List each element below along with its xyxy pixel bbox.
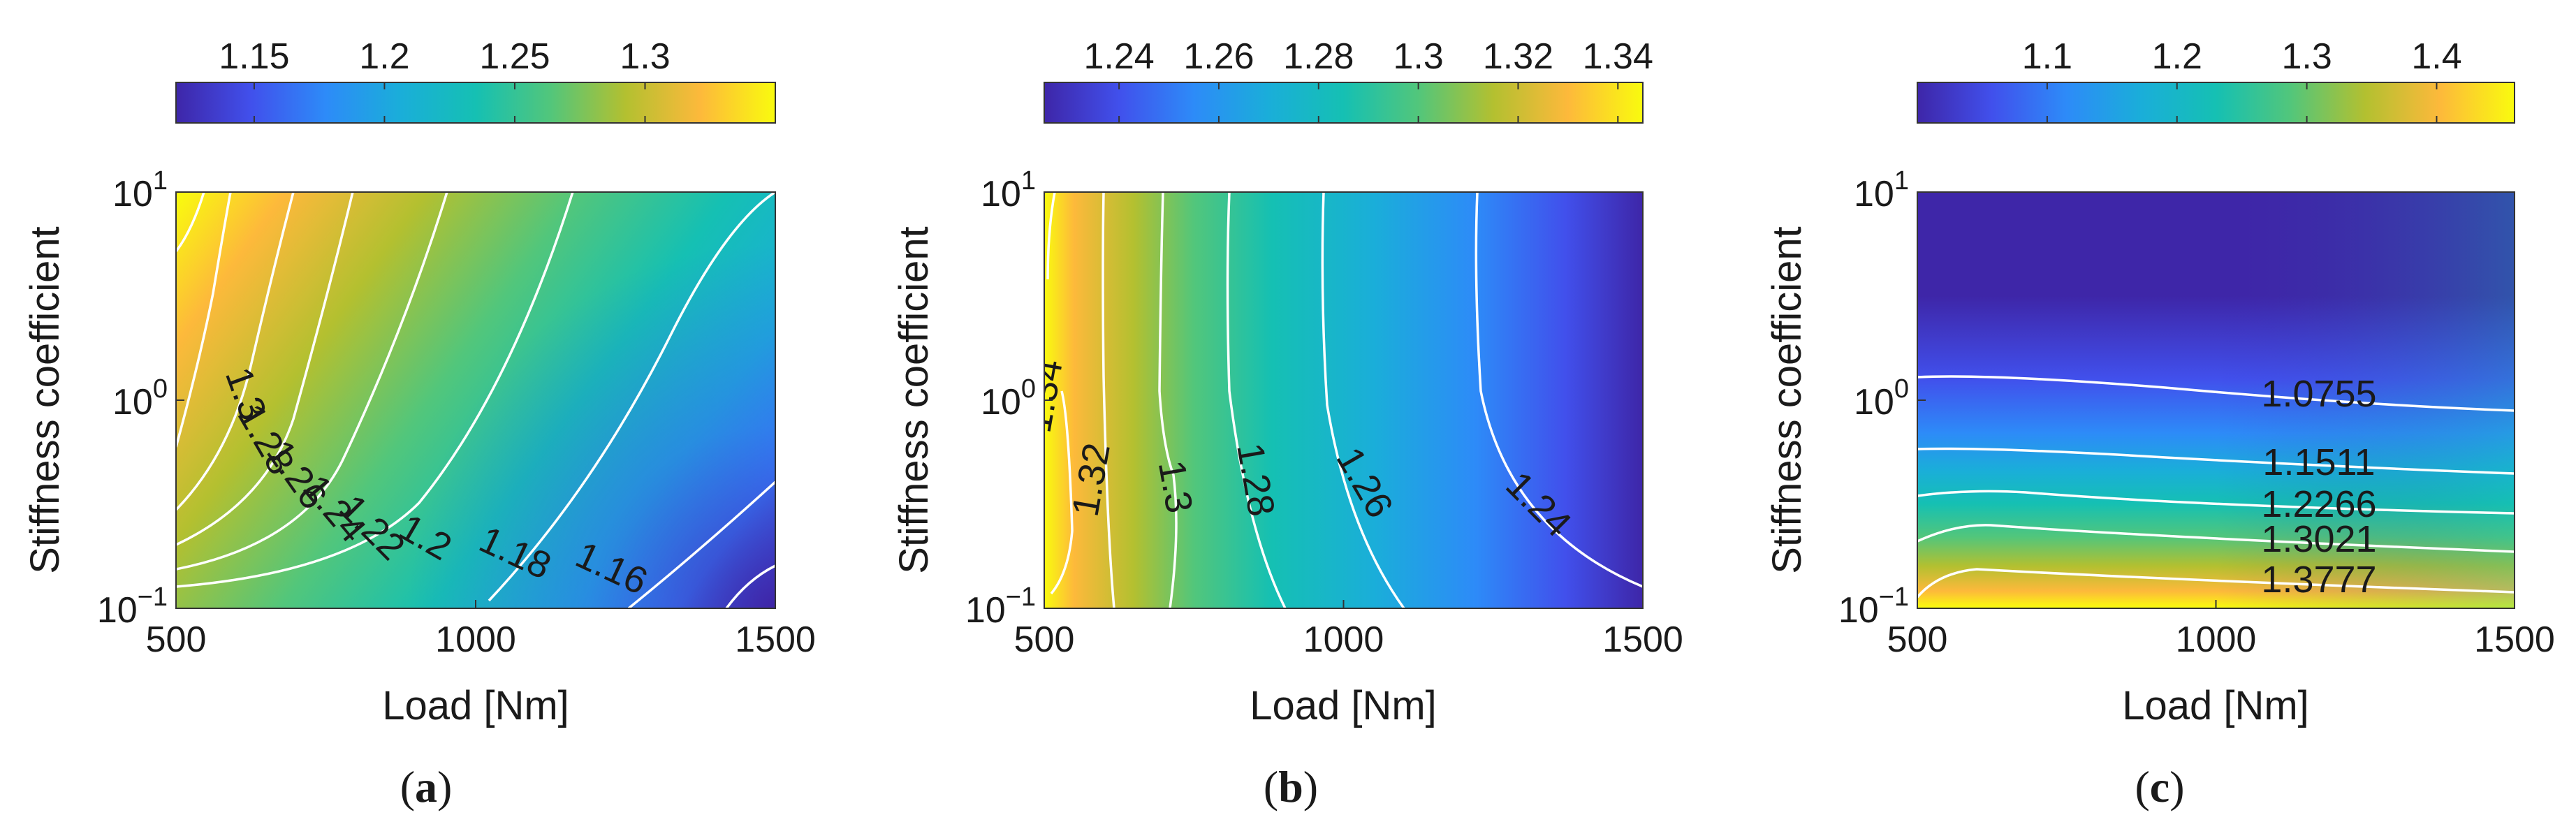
contour-label: 1.3021 xyxy=(2261,518,2376,560)
colorbar-tick-label: 1.3 xyxy=(620,36,670,77)
heatmap-a: 1.31.281.261.241.221.2 1.18 1.16 xyxy=(176,192,775,608)
x-axis-label-c: Load [Nm] xyxy=(2122,683,2309,728)
colorbar-c xyxy=(1917,82,2515,124)
x-tick-label: 1500 xyxy=(735,619,816,660)
contour-line xyxy=(176,192,448,571)
y-tick-label: 101 xyxy=(981,166,1036,214)
contour-line xyxy=(176,192,574,588)
y-axis-label-b: Stiffness coefficient xyxy=(891,226,937,574)
contour-label: 1.2266 xyxy=(2261,483,2376,525)
y-tick-label: 101 xyxy=(112,166,168,214)
contour-line xyxy=(627,480,775,608)
y-tick-label: 10−1 xyxy=(1838,582,1909,631)
contour-line xyxy=(1917,447,2515,475)
y-tick-label: 10−1 xyxy=(97,582,168,631)
x-tick-label: 500 xyxy=(146,619,207,660)
x-ticks-b: 500 1000 1500 xyxy=(1014,600,1683,660)
contour-line xyxy=(1321,192,1405,608)
colorbar-tick-label: 1.24 xyxy=(1084,36,1155,77)
x-tick-label: 500 xyxy=(1014,619,1075,660)
contour-line xyxy=(1474,192,1643,588)
colorbar-tick-label: 1.2 xyxy=(2152,36,2202,77)
y-ticks-c: 10−1 100 101 xyxy=(1838,166,1926,631)
x-ticks-a: 500 1000 1500 xyxy=(146,600,816,660)
contour-line xyxy=(176,192,295,511)
heatmap-field-b xyxy=(1044,192,1643,608)
panel-a: 1.15 1.2 1.25 1.3 1.31.281.261.241.221.2 1.1… xyxy=(22,36,816,812)
colorbar-tick-label: 1.32 xyxy=(1483,36,1553,77)
contour-line xyxy=(1102,192,1115,608)
colorbar-tick-label: 1.4 xyxy=(2411,36,2461,77)
contour-line xyxy=(1917,524,2515,553)
contour-lines-a xyxy=(176,192,775,608)
contour-label: 1.0755 xyxy=(2261,373,2376,415)
colorbar-tick-label: 1.25 xyxy=(479,36,550,77)
y-tick-label: 101 xyxy=(1854,166,1909,214)
contour-line xyxy=(176,192,354,546)
x-axis-label-a: Load [Nm] xyxy=(382,683,569,728)
contour-label: 1.3777 xyxy=(2261,559,2376,601)
colorbar-tick-label: 1.1 xyxy=(2022,36,2072,77)
contour-line xyxy=(725,564,775,608)
contour-line xyxy=(1050,390,1074,595)
heatmap-b: 1.341.32 1.3 1.28 1.26 1.24 xyxy=(1044,192,1643,608)
colorbar-a xyxy=(175,82,776,124)
x-ticks-c: 500 1000 1500 xyxy=(1887,600,2555,660)
x-tick-label: 1000 xyxy=(2176,619,2257,660)
y-tick-label: 100 xyxy=(981,374,1036,423)
panel-label-c: (c) xyxy=(2135,762,2184,812)
y-ticks-b: 10−1 100 101 xyxy=(965,166,1053,631)
colorbar-tick-label: 1.3 xyxy=(1393,36,1443,77)
y-axis-label-a: Stiffness coefficient xyxy=(22,226,68,574)
colorbar-ticks-c: 1.1 1.2 1.3 1.4 xyxy=(2022,36,2462,123)
y-tick-label: 100 xyxy=(1854,374,1909,423)
y-axis-label-c: Stiffness coefficient xyxy=(1764,226,1810,574)
contour-line xyxy=(1046,192,1056,280)
heatmap-fade-c xyxy=(1917,192,2515,608)
colorbar-ticks-b: 1.24 1.26 1.28 1.3 1.32 1.34 xyxy=(1084,36,1653,123)
colorbar-tick-label: 1.2 xyxy=(359,36,409,77)
contour-lines-c xyxy=(1917,375,2515,599)
contour-label: 1.3 xyxy=(1150,457,1201,516)
panel-label-b: (b) xyxy=(1264,762,1318,812)
y-tick-label: 10−1 xyxy=(965,582,1036,631)
contour-line xyxy=(1226,192,1287,608)
panel-c: 1.1 1.2 1.3 1.4 1.0755 1.15111.22661.30211.3… xyxy=(1764,36,2555,812)
y-tick-label: 100 xyxy=(112,374,168,423)
y-ticks-a: 10−1 100 101 xyxy=(97,166,184,631)
contour-line xyxy=(488,192,775,602)
x-tick-label: 1000 xyxy=(1303,619,1384,660)
panel-b: 1.24 1.26 1.28 1.3 1.32 1.34 1.341.32 1.3 1.28 1… xyxy=(891,36,1683,812)
contour-label: 1.1511 xyxy=(2262,441,2375,483)
contour-line xyxy=(1158,192,1178,608)
colorbar-b xyxy=(1044,82,1644,124)
colorbar-tick-label: 1.26 xyxy=(1183,36,1254,77)
contour-line xyxy=(176,192,205,253)
contour-line xyxy=(176,192,232,448)
colorbar-tick-label: 1.34 xyxy=(1583,36,1653,77)
colorbar-tick-label: 1.15 xyxy=(219,36,289,77)
colorbar-ticks-a: 1.15 1.2 1.25 1.3 xyxy=(219,36,671,123)
x-axis-label-b: Load [Nm] xyxy=(1250,683,1437,728)
colorbar-tick-label: 1.28 xyxy=(1283,36,1354,77)
contour-line xyxy=(1917,375,2515,412)
contour-lines-b xyxy=(1046,192,1643,608)
colorbar-tick-label: 1.3 xyxy=(2281,36,2332,77)
x-tick-label: 1000 xyxy=(435,619,516,660)
panel-label-a: (a) xyxy=(400,762,453,812)
contour-line xyxy=(1917,490,2515,515)
contour-line xyxy=(1917,568,2515,599)
x-tick-label: 1500 xyxy=(2474,619,2555,660)
x-tick-label: 1500 xyxy=(1602,619,1683,660)
x-tick-label: 500 xyxy=(1887,619,1948,660)
